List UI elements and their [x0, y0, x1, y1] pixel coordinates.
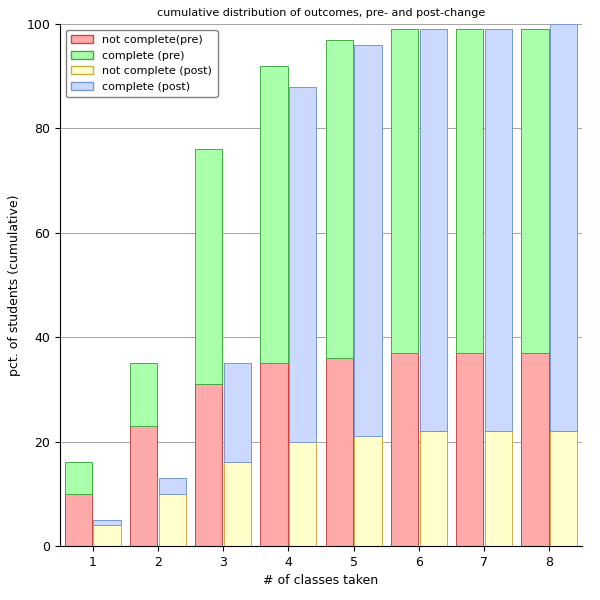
- Bar: [521, 353, 549, 546]
- Bar: [326, 40, 353, 358]
- Bar: [456, 353, 484, 546]
- X-axis label: # of classes taken: # of classes taken: [263, 574, 379, 587]
- Bar: [93, 520, 121, 525]
- Bar: [391, 353, 418, 546]
- Bar: [521, 29, 549, 353]
- Bar: [485, 29, 512, 431]
- Bar: [65, 463, 92, 494]
- Bar: [550, 431, 577, 546]
- Bar: [391, 29, 418, 353]
- Bar: [65, 494, 92, 546]
- Bar: [550, 24, 577, 431]
- Bar: [419, 29, 447, 431]
- Bar: [260, 364, 288, 546]
- Bar: [195, 384, 223, 546]
- Bar: [419, 431, 447, 546]
- Bar: [289, 86, 316, 442]
- Bar: [195, 149, 223, 384]
- Title: cumulative distribution of outcomes, pre- and post-change: cumulative distribution of outcomes, pre…: [157, 8, 485, 17]
- Bar: [158, 478, 186, 494]
- Bar: [289, 442, 316, 546]
- Bar: [224, 363, 251, 463]
- Bar: [354, 45, 382, 436]
- Y-axis label: pct. of students (cumulative): pct. of students (cumulative): [8, 194, 21, 376]
- Bar: [354, 436, 382, 546]
- Bar: [93, 525, 121, 546]
- Bar: [326, 358, 353, 546]
- Bar: [260, 66, 288, 364]
- Bar: [224, 463, 251, 546]
- Bar: [130, 363, 157, 426]
- Bar: [456, 29, 484, 353]
- Bar: [130, 426, 157, 546]
- Bar: [485, 431, 512, 546]
- Bar: [158, 494, 186, 546]
- Legend: not complete(pre), complete (pre), not complete (post), complete (post): not complete(pre), complete (pre), not c…: [65, 29, 218, 97]
